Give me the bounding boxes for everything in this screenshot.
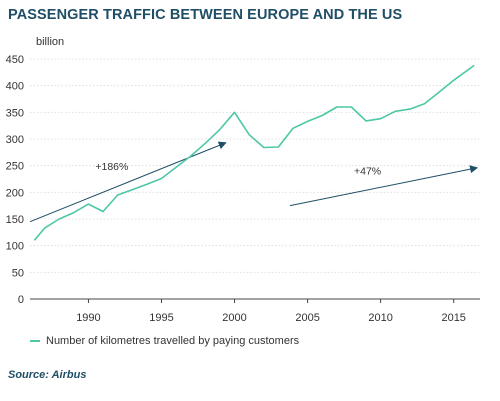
y-tick-label: 400 bbox=[6, 81, 24, 93]
chart-title: PASSENGER TRAFFIC BETWEEN EUROPE AND THE… bbox=[8, 7, 403, 23]
y-tick-label: 450 bbox=[6, 54, 24, 66]
y-tick-label: 100 bbox=[6, 241, 24, 253]
trend-label: +186% bbox=[95, 161, 128, 173]
y-tick-label: 150 bbox=[6, 214, 24, 226]
y-tick-label: 50 bbox=[12, 267, 24, 279]
y-tick-label: 200 bbox=[6, 187, 24, 199]
data-series bbox=[33, 64, 475, 241]
x-tick-label: 2010 bbox=[368, 312, 392, 324]
x-tick-label: 2000 bbox=[222, 312, 246, 324]
x-axis-ticks: 1990 1995 2000 2005 2010 2015 bbox=[76, 299, 466, 324]
y-tick-label: 250 bbox=[6, 161, 24, 173]
y-tick-label: 300 bbox=[6, 134, 24, 146]
trend-arrow bbox=[29, 141, 227, 223]
y-tick-label: 0 bbox=[18, 294, 24, 306]
trend-annotations: +186% +47% bbox=[29, 141, 479, 223]
y-axis-ticks: 0 50 100 150 200 250 300 350 400 450 bbox=[6, 54, 24, 306]
x-tick-label: 2015 bbox=[441, 312, 465, 324]
legend-swatch bbox=[30, 340, 40, 342]
source-note: Source: Airbus bbox=[8, 369, 87, 381]
legend-label: Number of kilometres travelled by paying… bbox=[46, 335, 300, 347]
y-tick-label: 350 bbox=[6, 107, 24, 119]
gridlines bbox=[30, 58, 480, 300]
legend: Number of kilometres travelled by paying… bbox=[30, 335, 299, 347]
x-tick-label: 1990 bbox=[76, 312, 100, 324]
x-tick-label: 1995 bbox=[149, 312, 173, 324]
series-line bbox=[33, 64, 475, 241]
x-tick-label: 2005 bbox=[295, 312, 319, 324]
y-axis-unit: billion bbox=[36, 36, 65, 48]
trend-arrow bbox=[289, 165, 479, 207]
trend-label: +47% bbox=[354, 166, 381, 178]
